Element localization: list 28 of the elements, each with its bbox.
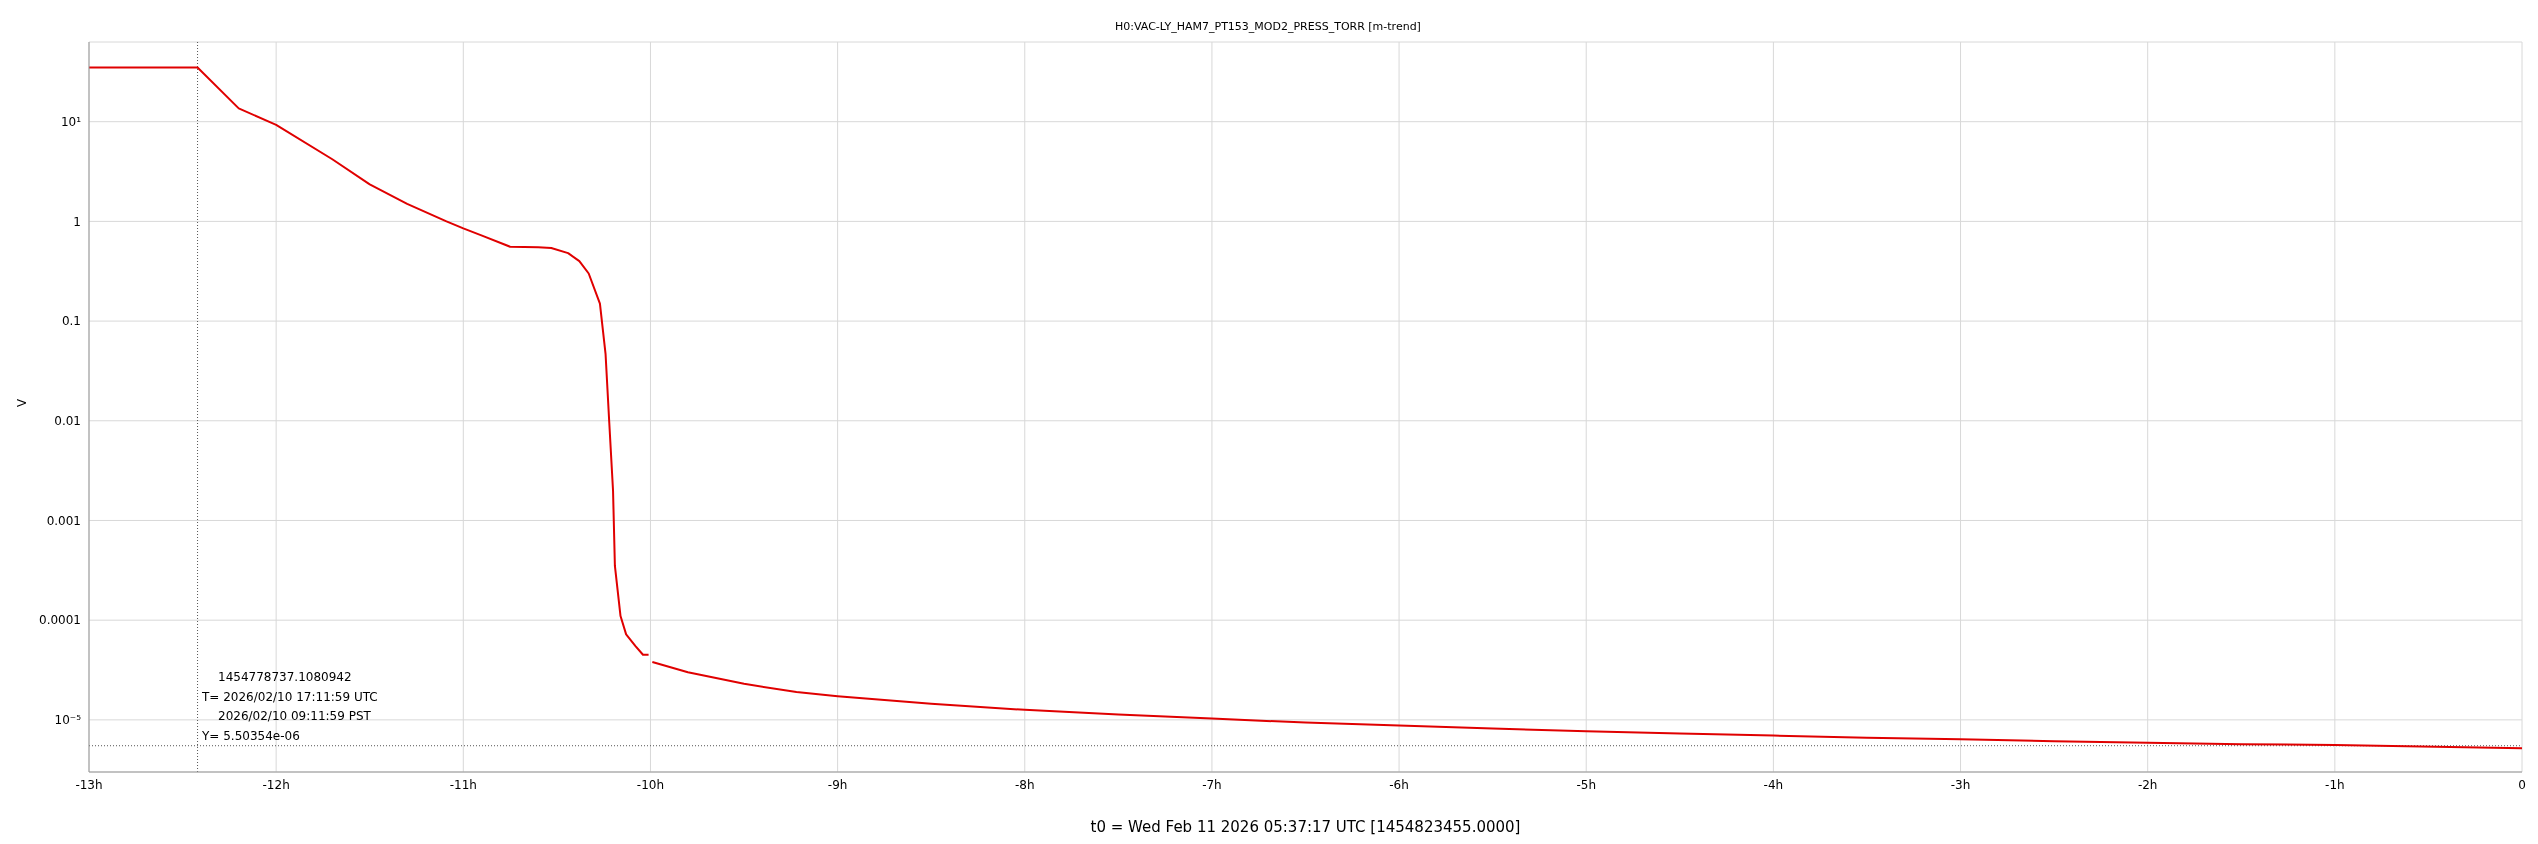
y-tick-label: 0.1 xyxy=(61,314,81,329)
x-tick-label: -5h xyxy=(1576,777,1597,792)
y-tick-label: 0.0001 xyxy=(39,613,81,628)
x-axis-title: t0 = Wed Feb 11 2026 05:37:17 UTC [1454823455.0000] xyxy=(1090,818,1521,836)
x-tick-label: -12h xyxy=(262,777,290,792)
y-tick-label: 10⁻⁵ xyxy=(54,713,82,728)
x-tick-label: -1h xyxy=(2325,777,2345,792)
x-tick-label: 0 xyxy=(2518,777,2526,792)
annotation: 2026/02/10 09:11:59 PST xyxy=(217,708,372,725)
annotation: T= 2026/02/10 17:11:59 UTC xyxy=(202,688,378,706)
y-tick-label: 10¹ xyxy=(60,114,82,129)
x-tick-label: -8h xyxy=(1014,777,1035,792)
x-tick-label: -6h xyxy=(1389,777,1409,792)
x-tick-label: -7h xyxy=(1202,777,1222,792)
y-tick-label: 0.001 xyxy=(46,513,81,528)
x-tick-label: -10h xyxy=(636,777,665,792)
x-tick-label: -11h xyxy=(449,777,477,792)
x-tick-label: -3h xyxy=(1950,777,1971,792)
annotation: Y= 5.50354e-06 xyxy=(202,727,301,745)
x-tick-label: -4h xyxy=(1763,777,1784,792)
chart-title: H0:VAC-LY_HAM7_PT153_MOD2_PRESS_TORR [m-trend] xyxy=(1114,20,1422,33)
y-axis-title: V xyxy=(15,398,30,407)
x-tick-label: -2h xyxy=(2137,777,2158,792)
y-tick-label: 1 xyxy=(73,214,81,229)
x-tick-label: -13h xyxy=(75,777,103,792)
annotation: 1454778737.1080942 xyxy=(217,669,353,686)
y-tick-label: 0.01 xyxy=(54,414,81,429)
x-tick-label: -9h xyxy=(827,777,848,792)
